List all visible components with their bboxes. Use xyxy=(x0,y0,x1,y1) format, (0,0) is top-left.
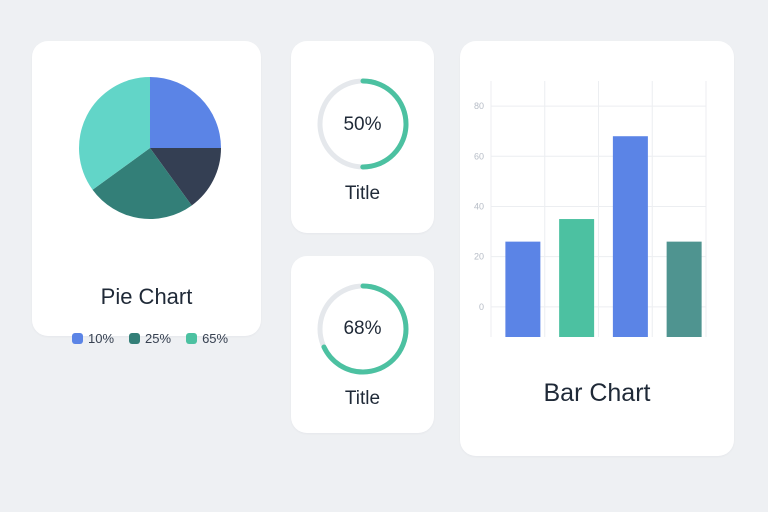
progress-arc xyxy=(317,78,409,170)
progress-title: Title xyxy=(344,183,381,204)
bar-chart-card: 0 20 40 60 80 Bar Chart xyxy=(460,41,734,456)
pie-slice xyxy=(150,77,221,148)
pie-slice xyxy=(92,148,192,219)
pie-slice xyxy=(150,148,221,206)
progress-arc xyxy=(317,283,409,375)
bar xyxy=(612,136,648,337)
progress-ring xyxy=(317,78,409,170)
pie-chart-title: Pie Chart xyxy=(100,284,193,309)
y-tick-label: 80 xyxy=(474,101,484,111)
y-tick-label: 20 xyxy=(474,252,484,262)
progress-ring xyxy=(317,283,409,375)
progress-card: 50% Title xyxy=(291,41,434,233)
bar xyxy=(666,241,702,337)
legend-label: 25% xyxy=(145,331,172,346)
y-tick-label: 40 xyxy=(474,201,484,211)
bar xyxy=(505,241,541,337)
y-tick-label: 60 xyxy=(474,151,484,161)
y-tick-label: 0 xyxy=(479,302,484,312)
progress-value: 68% xyxy=(343,318,382,339)
legend-item: 10% xyxy=(72,331,114,346)
progress-title: Title xyxy=(344,388,381,409)
pie-slice xyxy=(79,77,150,190)
bar-chart: 0 20 40 60 80 xyxy=(474,81,707,337)
legend-item: 65% xyxy=(186,331,228,346)
pie-chart-card: Pie Chart 10% 25% 65% xyxy=(32,41,261,346)
legend-swatch xyxy=(129,333,141,344)
pie-legend: 10% 25% 65% xyxy=(72,331,228,346)
legend-label: 10% xyxy=(88,331,115,346)
legend-swatch xyxy=(186,333,198,344)
legend-swatch xyxy=(72,333,83,344)
progress-card: 68% Title xyxy=(291,256,434,433)
legend-item: 25% xyxy=(129,331,171,346)
legend-label: 65% xyxy=(202,331,229,346)
bar-chart-title: Bar Chart xyxy=(543,379,651,407)
progress-value: 50% xyxy=(343,114,382,135)
bar xyxy=(559,219,595,337)
pie-chart xyxy=(79,77,221,219)
